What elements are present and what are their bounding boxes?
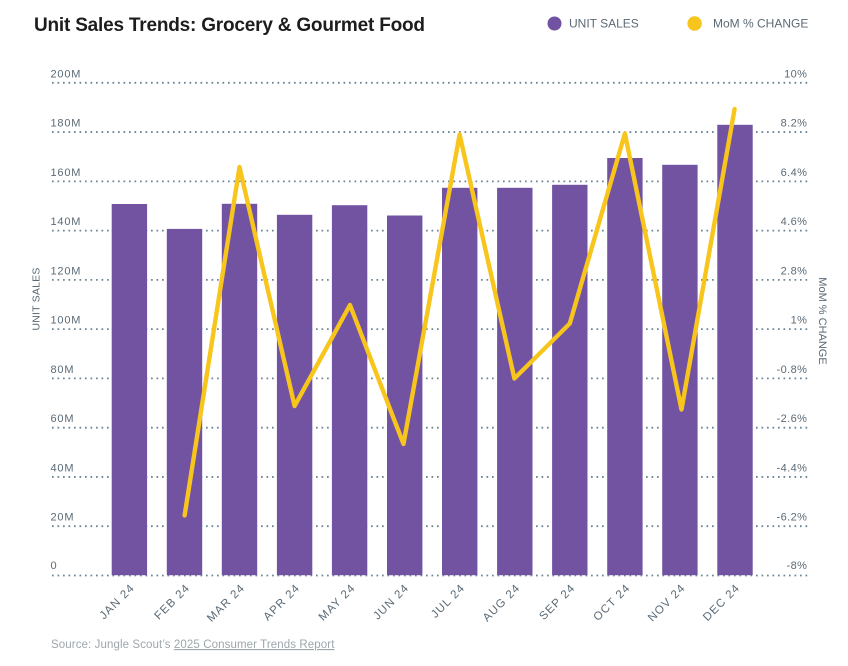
svg-text:8.2%: 8.2% bbox=[781, 118, 808, 130]
svg-text:APR 24: APR 24 bbox=[262, 582, 303, 623]
svg-text:180M: 180M bbox=[51, 118, 82, 130]
svg-text:160M: 160M bbox=[51, 167, 82, 179]
svg-text:200M: 200M bbox=[51, 68, 82, 80]
svg-text:NOV 24: NOV 24 bbox=[646, 582, 688, 624]
svg-text:FEB 24: FEB 24 bbox=[152, 582, 192, 622]
svg-text:UNIT SALES: UNIT SALES bbox=[569, 17, 639, 31]
svg-text:10%: 10% bbox=[784, 68, 807, 80]
svg-text:JAN 24: JAN 24 bbox=[98, 582, 138, 622]
svg-text:MAY 24: MAY 24 bbox=[317, 582, 358, 623]
svg-text:AUG 24: AUG 24 bbox=[481, 582, 523, 624]
svg-text:Unit Sales Trends: Grocery & G: Unit Sales Trends: Grocery & Gourmet Foo… bbox=[34, 15, 425, 36]
svg-text:-0.8%: -0.8% bbox=[777, 364, 808, 376]
svg-text:-6.2%: -6.2% bbox=[777, 512, 808, 524]
svg-text:20M: 20M bbox=[51, 512, 75, 524]
svg-text:SEP 24: SEP 24 bbox=[537, 582, 578, 623]
svg-text:60M: 60M bbox=[51, 413, 75, 425]
svg-text:6.4%: 6.4% bbox=[781, 167, 808, 179]
svg-text:0: 0 bbox=[51, 560, 58, 572]
svg-text:40M: 40M bbox=[51, 462, 75, 474]
svg-text:-2.6%: -2.6% bbox=[777, 413, 808, 425]
svg-text:Source: Jungle Scout’s 2025 Co: Source: Jungle Scout’s 2025 Consumer Tre… bbox=[51, 639, 335, 651]
svg-text:120M: 120M bbox=[51, 265, 82, 277]
svg-text:140M: 140M bbox=[51, 216, 82, 228]
svg-text:DEC 24: DEC 24 bbox=[701, 582, 743, 624]
svg-text:-8%: -8% bbox=[787, 560, 808, 572]
svg-text:80M: 80M bbox=[51, 364, 75, 376]
svg-text:MoM % CHANGE: MoM % CHANGE bbox=[713, 17, 808, 31]
svg-text:-4.4%: -4.4% bbox=[777, 462, 808, 474]
svg-text:MAR 24: MAR 24 bbox=[205, 582, 248, 625]
svg-text:4.6%: 4.6% bbox=[781, 216, 808, 228]
svg-text:OCT 24: OCT 24 bbox=[592, 582, 633, 623]
svg-text:JUL 24: JUL 24 bbox=[429, 582, 468, 621]
svg-text:100M: 100M bbox=[51, 315, 82, 327]
svg-text:MoM % CHANGE: MoM % CHANGE bbox=[816, 277, 828, 364]
svg-text:JUN 24: JUN 24 bbox=[371, 582, 411, 622]
svg-text:UNIT SALES: UNIT SALES bbox=[30, 267, 42, 330]
svg-text:2.8%: 2.8% bbox=[781, 265, 808, 277]
svg-text:1%: 1% bbox=[791, 315, 808, 327]
